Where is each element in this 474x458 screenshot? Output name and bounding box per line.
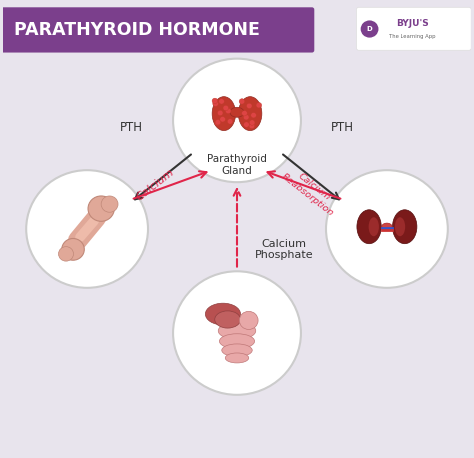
- Text: The Learning App: The Learning App: [390, 34, 436, 39]
- Circle shape: [218, 110, 223, 116]
- Ellipse shape: [395, 217, 405, 236]
- Circle shape: [173, 271, 301, 395]
- Circle shape: [244, 122, 249, 127]
- Text: Calcium
Reabsorption: Calcium Reabsorption: [280, 164, 342, 218]
- Circle shape: [249, 121, 255, 126]
- Text: PARATHYROID HORMONE: PARATHYROID HORMONE: [15, 21, 260, 39]
- Circle shape: [219, 98, 224, 104]
- Circle shape: [173, 59, 301, 182]
- Ellipse shape: [239, 311, 258, 329]
- Ellipse shape: [369, 217, 379, 236]
- Ellipse shape: [382, 223, 392, 230]
- Ellipse shape: [230, 107, 244, 117]
- Circle shape: [88, 196, 114, 221]
- Circle shape: [326, 170, 448, 288]
- Circle shape: [361, 21, 378, 38]
- Circle shape: [244, 114, 249, 120]
- Text: Calcium
Phosphate: Calcium Phosphate: [255, 239, 313, 260]
- Ellipse shape: [215, 311, 240, 328]
- Ellipse shape: [225, 353, 249, 363]
- Ellipse shape: [212, 97, 236, 131]
- Circle shape: [228, 119, 233, 124]
- Circle shape: [223, 105, 228, 111]
- Circle shape: [246, 103, 252, 109]
- Text: D: D: [367, 26, 373, 32]
- Circle shape: [249, 120, 255, 125]
- Circle shape: [249, 123, 255, 129]
- Ellipse shape: [392, 210, 417, 244]
- Circle shape: [226, 108, 231, 114]
- Circle shape: [239, 99, 245, 104]
- Text: PTH: PTH: [120, 121, 143, 134]
- Circle shape: [256, 103, 262, 108]
- Circle shape: [26, 170, 148, 288]
- Text: Parathyroid
Gland: Parathyroid Gland: [207, 154, 267, 176]
- Circle shape: [251, 113, 256, 118]
- Ellipse shape: [357, 210, 381, 244]
- Circle shape: [58, 247, 73, 261]
- Ellipse shape: [238, 97, 262, 131]
- Text: Calcium: Calcium: [134, 167, 176, 202]
- Circle shape: [215, 120, 221, 125]
- FancyBboxPatch shape: [0, 7, 314, 53]
- Circle shape: [242, 110, 247, 116]
- Circle shape: [212, 98, 218, 104]
- FancyBboxPatch shape: [356, 7, 471, 50]
- Ellipse shape: [219, 334, 255, 349]
- Circle shape: [62, 239, 84, 260]
- Ellipse shape: [222, 344, 252, 357]
- Circle shape: [220, 117, 226, 122]
- Circle shape: [213, 101, 219, 106]
- Text: PTH: PTH: [331, 121, 354, 134]
- Ellipse shape: [205, 303, 240, 325]
- Circle shape: [215, 120, 220, 125]
- Circle shape: [101, 196, 118, 212]
- Text: BYJU'S: BYJU'S: [396, 19, 429, 27]
- Ellipse shape: [218, 322, 256, 339]
